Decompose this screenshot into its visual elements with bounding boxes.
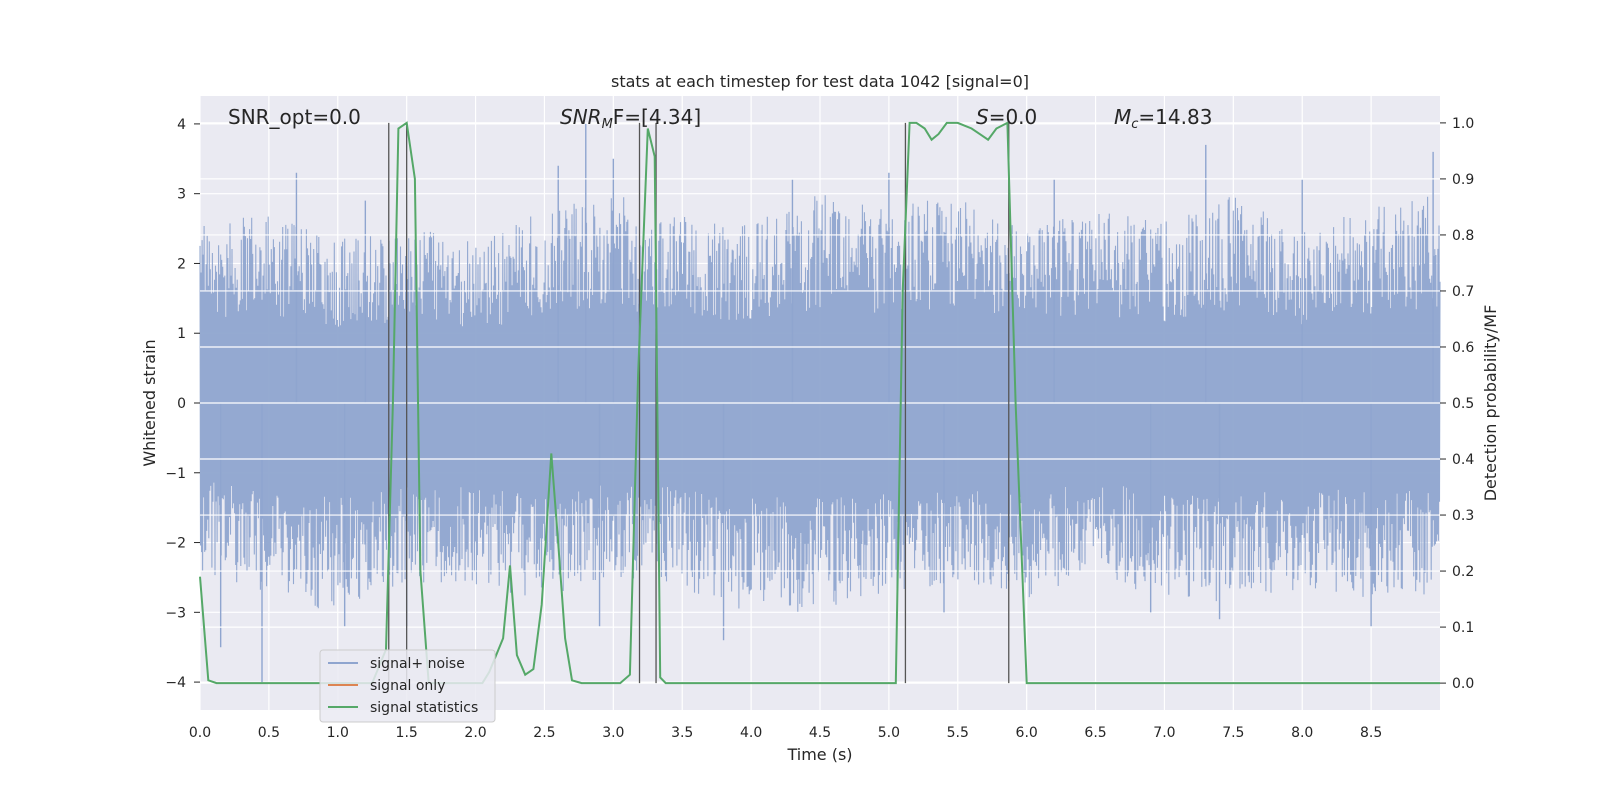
signal-statistics-line [199, 121, 1440, 685]
x-tick-label: 5.0 [878, 725, 900, 741]
y2-tick-label: 0.0 [1452, 676, 1474, 692]
x-tick-label: 4.0 [740, 725, 762, 741]
y2-tick-label: 0.9 [1452, 172, 1474, 188]
x-axis-label: Time (s) [786, 745, 852, 764]
annotation-mc-label: M [1114, 105, 1131, 129]
x-tick-label: 2.0 [464, 725, 486, 741]
y-tick-label: 4 [177, 117, 186, 133]
x-tick-label: 8.0 [1291, 725, 1313, 741]
y2-tick-label: 0.4 [1452, 452, 1474, 468]
y-tick-label: 1 [177, 326, 186, 342]
y2-tick-label: 0.1 [1452, 620, 1474, 636]
x-tick-label: 3.5 [671, 725, 693, 741]
legend-box [319, 649, 496, 723]
annotation-snr-mf-prefix: SNR [560, 105, 602, 129]
y-tick-label: 2 [177, 256, 186, 272]
x-tick-label: 7.5 [1222, 725, 1244, 741]
y2-tick-label: 1.0 [1452, 116, 1474, 132]
x-tick-label: 3.0 [602, 725, 624, 741]
annotation-snr-opt: SNR_opt=0.0 [228, 105, 361, 129]
x-tick-label: 6.0 [1016, 725, 1038, 741]
y2-tick-label: 0.6 [1452, 340, 1474, 356]
y-tick-label: −1 [165, 466, 186, 482]
legend: signal+ noise signal only signal statist… [319, 649, 496, 723]
x-tick-label: 7.0 [1153, 725, 1175, 741]
x-tick-label: 1.0 [327, 725, 349, 741]
annotation-mc-value: =14.83 [1138, 105, 1212, 129]
annotation-mc: Mc=14.83 [1114, 105, 1212, 132]
x-tick-label: 1.5 [396, 725, 418, 741]
y2-tick-label: 0.5 [1452, 396, 1474, 412]
x-tick-label: 0.5 [258, 725, 280, 741]
y-tick-label: 3 [177, 187, 186, 203]
chart-title: stats at each timestep for test data 104… [611, 72, 1029, 91]
annotation-s-value: =0.0 [989, 105, 1038, 129]
annotation-snr-mf: SNRMF=[4.34] [560, 105, 701, 132]
y-tick-label: −2 [165, 536, 186, 552]
annotation-mc-sub: c [1131, 117, 1138, 132]
legend-label-signal-noise: signal+ noise [370, 656, 465, 672]
x-tick-label: 4.5 [809, 725, 831, 741]
y2-tick-label: 0.3 [1452, 508, 1474, 524]
y-tick-label: −3 [165, 605, 186, 621]
x-tick-label: 0.0 [189, 725, 211, 741]
y-axis-label: Whitened strain [140, 339, 159, 466]
x-tick-label: 2.5 [533, 725, 555, 741]
legend-label-signal-statistics: signal statistics [370, 700, 478, 716]
annotation-snr-mf-sub: M [602, 117, 613, 132]
y2-tick-label: 0.7 [1452, 284, 1474, 300]
annotation-s: S=0.0 [976, 105, 1037, 129]
tick-layer: 0.0 0.5 1.0 1.5 2.0 2.5 3.0 3.5 4.0 4.5 5.0 5.5 6.0 6… [165, 116, 1474, 741]
y-tick-label: −4 [165, 675, 186, 691]
x-tick-label: 8.5 [1360, 725, 1382, 741]
annotation-snr-mf-suffix: F=[4.34] [613, 105, 701, 129]
x-tick-label: 5.5 [947, 725, 969, 741]
y2-tick-label: 0.2 [1452, 564, 1474, 580]
y-tick-label: 0 [177, 396, 186, 412]
annotation-s-label: S [976, 105, 989, 129]
y2-axis-label: Detection probability/MF [1481, 305, 1500, 502]
legend-label-signal-only: signal only [370, 678, 445, 694]
y2-tick-label: 0.8 [1452, 228, 1474, 244]
series-layer [199, 121, 1440, 685]
x-tick-label: 6.5 [1084, 725, 1106, 741]
